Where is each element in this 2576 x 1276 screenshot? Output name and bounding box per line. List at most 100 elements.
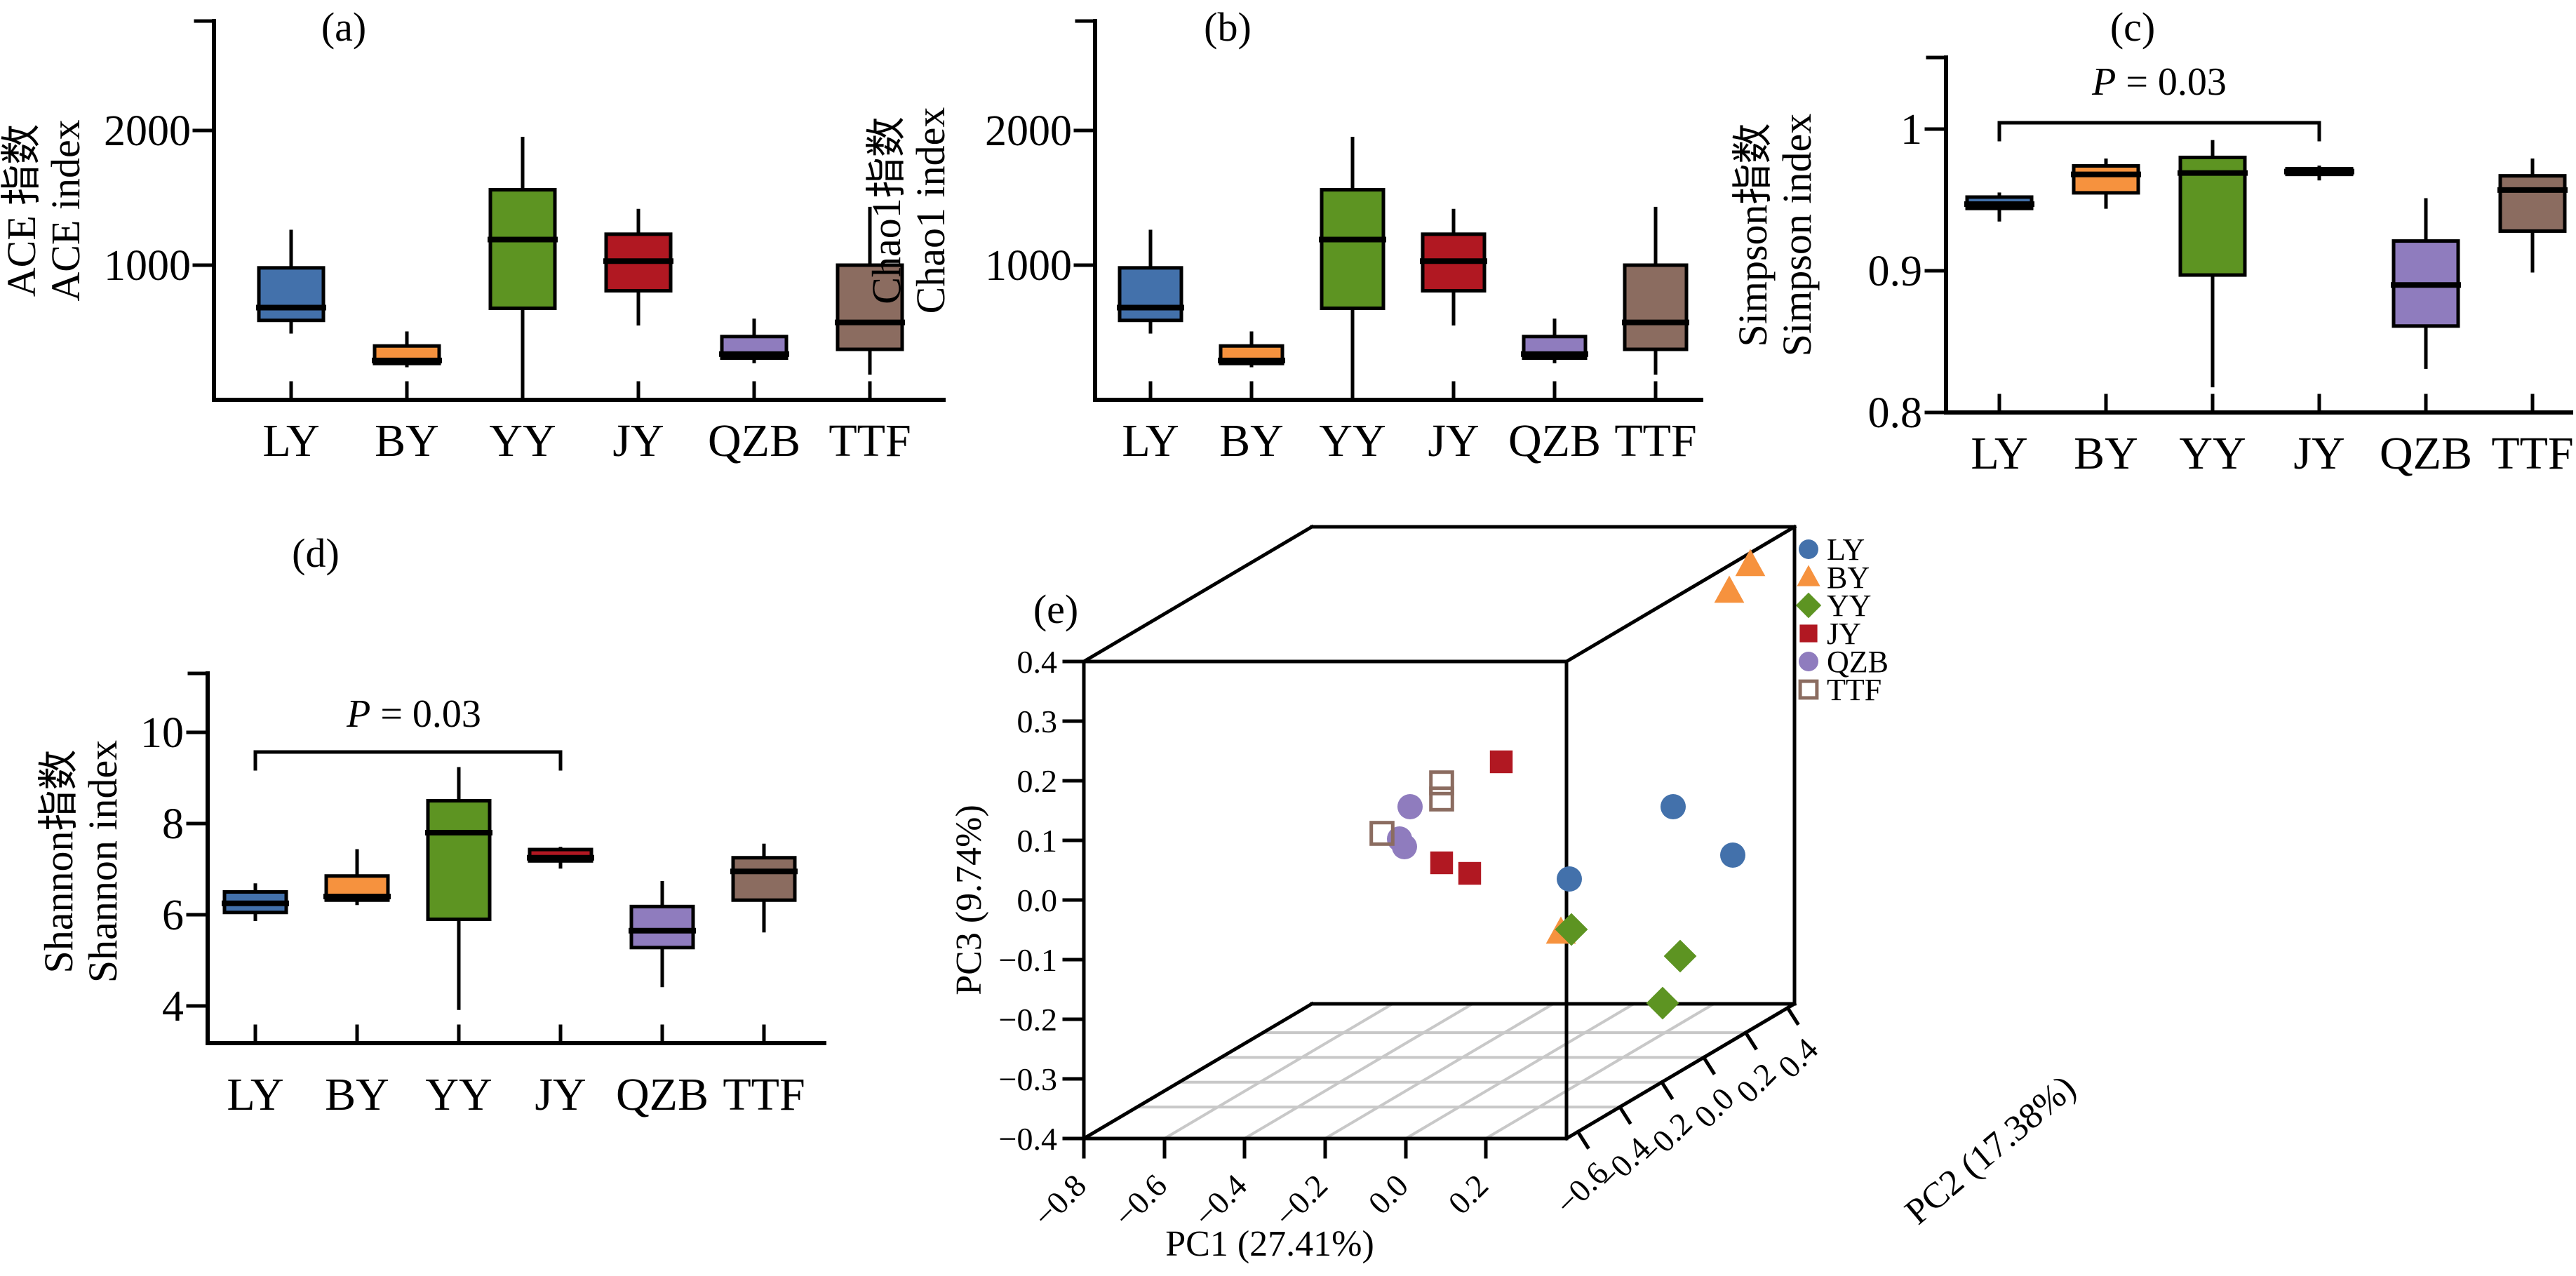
boxplot-box-YY [1320,187,1386,310]
point-BY-1 [1735,549,1766,577]
boxplot-box-TTF [1623,263,1689,351]
y-tick-label-d: 6 [162,892,184,939]
legend-marker-JY [1799,624,1818,643]
pc3-tick-label: 0.2 [1017,763,1058,799]
legend-marker-TTF [1798,679,1819,700]
pc3-tick-label: 0.1 [1017,823,1058,859]
boxplot-box-YY [488,187,557,310]
y-axis-label-c-en: Simpson index [1774,114,1820,356]
legend-label-TTF: TTF [1827,673,1881,707]
legend-label-BY: BY [1827,560,1870,595]
pc1-tick-label: 0.0 [1361,1167,1415,1221]
boxplot-box-TTF [731,856,797,902]
plot3d-grid-line [1404,1002,1636,1141]
point-JY-2 [1430,851,1454,875]
y-tick-label-b: 1000 [985,242,1072,290]
x-tick-label-BY: BY [375,415,439,466]
boxplot-box-QZB [629,904,695,950]
pc2-tick [1743,1030,1758,1051]
point-LY-1 [1557,866,1582,892]
panel-letter-d: (d) [292,530,340,576]
boxplot-box-YY [2178,155,2247,277]
pc2-tick [1785,1005,1800,1026]
p-value-rest-c: = 0.03 [2116,60,2227,104]
boxplot-box-LY [1118,266,1183,323]
y-axis-label-c-cn: Simpson指数 [1730,123,1776,347]
x-tick-label-QZB: QZB [616,1069,709,1120]
y-axis-label-b-en: Chao1 index [908,107,953,314]
pc3-tick-label: 0.4 [1017,644,1058,680]
x-tick-label-QZB: QZB [708,415,800,466]
pc1-tick-label: 0.2 [1441,1167,1495,1221]
panel-letter-b: (b) [1204,4,1252,50]
pc2-axis-title: PC2 (17.38%) [1898,1068,2084,1233]
pc2-tick [1701,1054,1717,1075]
panel-letter-c: (c) [2110,4,2155,50]
x-tick-label-LY: LY [1971,428,2027,479]
point-TTF-1 [1429,770,1454,795]
y-tick-label-d: 8 [162,800,184,848]
x-tick-label-JY: JY [612,415,664,466]
legend-label-LY: LY [1827,532,1865,567]
x-tick-label-YY: YY [489,415,556,466]
x-tick-label-TTF: TTF [723,1069,805,1120]
plot3d-edge [1081,1001,1315,1141]
p-value-italic-c: P [2091,60,2116,104]
x-tick-label-QZB: QZB [2380,428,2472,479]
plot3d-grid-line [1162,1002,1395,1141]
legend-label-YY: YY [1827,589,1872,623]
point-YY-3 [1646,986,1679,1020]
y-tick-label-c: 0.8 [1868,389,1923,437]
point-YY-1 [1555,913,1588,946]
point-LY-2 [1661,794,1686,819]
boxplot-box-BY [2072,164,2140,195]
y-tick-label-c: 1 [1900,106,1922,154]
p-value-label-c: P = 0.03 [2091,60,2227,104]
x-tick-label-LY: LY [227,1069,283,1120]
p-value-rest-d: = 0.03 [370,692,481,736]
panel-letter-e: (e) [1033,586,1078,632]
pc2-tick [1617,1104,1632,1125]
y-axis-label-b-cn: Chao1指数 [864,116,909,304]
plot3d-grid-line [1242,1002,1475,1141]
p-value-label-d: P = 0.03 [346,692,481,736]
point-TTF-2 [1429,786,1454,812]
x-tick-label-JY: JY [1428,415,1479,466]
point-QZB-3 [1392,834,1417,859]
boxplot-box-TTF [2498,174,2567,233]
boxplot-box-LY [257,266,326,323]
point-YY-2 [1663,939,1697,973]
legend-label-QZB: QZB [1827,645,1889,679]
x-tick-label-QZB: QZB [1508,415,1601,466]
pc3-tick-label: −0.2 [999,1002,1057,1037]
y-tick-label-b: 2000 [985,107,1072,155]
y-tick-label-c: 0.9 [1868,248,1923,295]
pc3-tick-label: −0.4 [999,1121,1057,1157]
plot3d-grid-line [1323,1002,1555,1141]
x-tick-label-TTF: TTF [2491,428,2573,479]
p-value-italic-d: P [346,692,370,736]
y-axis-label-a-cn: ACE 指数 [0,124,44,297]
point-QZB-1 [1397,794,1423,819]
point-BY-2 [1714,575,1745,603]
legend-label-JY: JY [1827,617,1861,651]
pc1-tick-label: −0.6 [1107,1167,1174,1234]
pc1-axis-title: PC1 (27.41%) [1165,1224,1374,1264]
point-TTF-3 [1369,821,1395,846]
y-tick-label-d: 10 [140,709,184,757]
legend-marker-YY [1795,592,1822,619]
x-tick-label-TTF: TTF [829,415,911,466]
x-tick-label-BY: BY [2074,428,2138,479]
x-tick-label-JY: JY [535,1069,586,1120]
x-tick-label-LY: LY [262,415,319,466]
y-axis-label-a-en: ACE index [43,119,88,301]
x-tick-label-YY: YY [425,1069,492,1120]
boxplot-box-TTF [836,263,904,351]
plot3d-edge [1564,524,1797,664]
pc3-tick-label: 0.0 [1017,882,1058,918]
x-tick-label-YY: YY [2179,428,2246,479]
pc2-tick-label: 0.4 [1771,1031,1825,1085]
point-JY-1 [1489,750,1513,774]
